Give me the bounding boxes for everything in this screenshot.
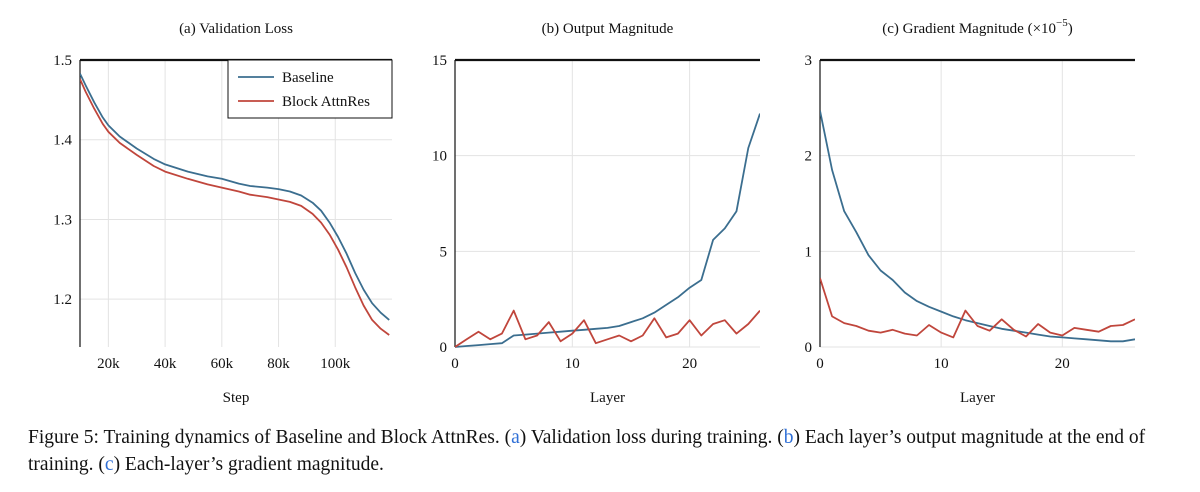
legend-label-baseline: Baseline: [282, 70, 334, 86]
caption-link-c[interactable]: c: [104, 454, 114, 475]
chart-title-c: (c) Gradient Magnitude (×10−5): [882, 17, 1073, 37]
y-tick-label-c-2: 2: [805, 149, 813, 165]
figure: 20k 40k 60k 80k 100k 1.2 1.3 1.4 1.5 (a) Validati…: [53, 17, 1135, 406]
y-tick-label-b-0: 0: [440, 340, 448, 356]
legend-box: [227, 59, 393, 119]
legend-label-block: Block AttnRes: [282, 94, 370, 110]
x-axis-label-b: Layer: [590, 390, 625, 406]
x-tick-label-c-1: 10: [934, 356, 949, 372]
x-tick-label-a-4: 100k: [320, 356, 351, 372]
series-line-c-block: [820, 277, 1135, 339]
x-axis-label-c: Layer: [960, 390, 995, 406]
chart-title-a: (a) Validation Loss: [179, 21, 293, 37]
caption-text-a: ) Validation loss during training. (: [519, 427, 784, 448]
y-tick-label-c-3: 3: [805, 53, 813, 69]
caption-link-b[interactable]: b: [783, 427, 794, 448]
x-tick-label-b-2: 20: [682, 356, 697, 372]
series-line-a-block: [80, 78, 390, 336]
x-axis-label-a: Step: [223, 390, 250, 406]
y-tick-label-c-1: 1: [805, 244, 813, 260]
y-tick-label-b-2: 10: [432, 149, 447, 165]
figure-caption: Figure 5: Training dynamics of Baseline …: [28, 424, 1178, 478]
x-tick-label-a-3: 80k: [267, 356, 290, 372]
series-line-c-baseline: [820, 110, 1135, 343]
y-tick-label-c-0: 0: [805, 340, 813, 356]
chart-title-b: (b) Output Magnitude: [542, 21, 674, 37]
series-line-b-block: [455, 309, 760, 348]
caption-text-c: ) Each-layer’s gradient magnitude.: [113, 454, 384, 475]
x-tick-label-a-0: 20k: [97, 356, 120, 372]
y-tick-label-a-2: 1.4: [53, 133, 72, 149]
x-tick-label-a-2: 60k: [211, 356, 234, 372]
chart-panel-a: 20k 40k 60k 80k 100k 1.2 1.3 1.4 1.5 (a) Validati…: [53, 21, 393, 406]
chart-title-exponent-c: −5: [1056, 17, 1068, 29]
y-tick-label-b-1: 5: [440, 244, 448, 260]
legend: Baseline Block AttnRes: [227, 59, 393, 119]
caption-text-b: ) Each layer’s output magnitude at the e…: [28, 427, 1146, 475]
x-tick-label-c-2: 20: [1055, 356, 1070, 372]
y-tick-label-b-3: 15: [432, 53, 447, 69]
caption-link-a[interactable]: a: [511, 427, 520, 448]
y-tick-label-a-0: 1.2: [53, 292, 72, 308]
x-tick-label-b-1: 10: [565, 356, 580, 372]
x-tick-label-a-1: 40k: [154, 356, 177, 372]
chart-panel-b: 0 10 20 0 5 10 15 (b) Output Magnitude Layer: [432, 21, 760, 406]
x-tick-label-b-0: 0: [451, 356, 459, 372]
chart-title-suffix-c: ): [1068, 21, 1073, 37]
chart-panel-c: 0 10 20 0 1 2 3 (c) Gradient Magnitude (×10−5) L…: [805, 17, 1135, 406]
x-tick-label-c-0: 0: [816, 356, 824, 372]
y-tick-label-a-3: 1.5: [53, 53, 72, 69]
y-tick-label-a-1: 1.3: [53, 212, 72, 228]
caption-lead: Figure 5: Training dynamics of Baseline …: [28, 427, 512, 448]
series-line-a-baseline: [80, 73, 390, 321]
series-line-b-baseline: [455, 113, 760, 348]
